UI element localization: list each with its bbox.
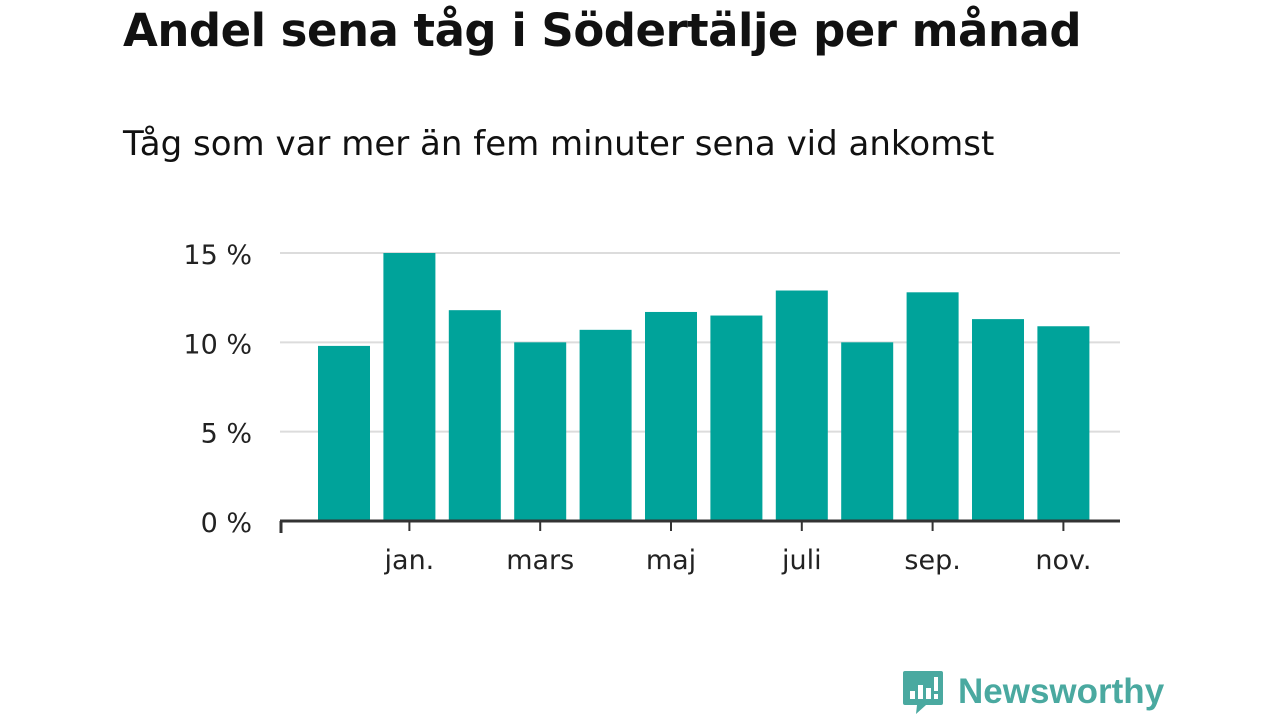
chart-subtitle: Tåg som var mer än fem minuter sena vid …: [123, 124, 995, 164]
bar: [514, 342, 567, 521]
x-tick-label: juli: [781, 545, 822, 576]
bar: [841, 342, 894, 521]
bar: [318, 345, 370, 521]
bar: [579, 329, 632, 521]
bar: [775, 290, 828, 521]
x-tick-label: maj: [646, 545, 696, 576]
x-tick-label: nov.: [1035, 545, 1091, 576]
bar: [383, 253, 436, 521]
bar: [972, 319, 1024, 521]
y-tick-label: 0 %: [201, 508, 252, 539]
brand-name: Newsworthy: [958, 672, 1165, 711]
bar: [906, 292, 959, 521]
bar: [710, 315, 763, 521]
bar: [448, 310, 501, 521]
x-tick-label: mars: [506, 545, 574, 576]
x-tick-label: jan.: [384, 545, 435, 576]
y-tick-label: 15 %: [183, 240, 252, 271]
y-tick-label: 10 %: [183, 329, 252, 360]
y-tick-label: 5 %: [201, 419, 252, 450]
bar: [1037, 326, 1090, 521]
bar: [645, 311, 697, 521]
x-tick-label: sep.: [904, 545, 960, 576]
newsworthy-logo-icon: [903, 671, 943, 714]
brand-footer: Newsworthy: [902, 668, 1164, 716]
chart-title: Andel sena tåg i Södertälje per månad: [123, 4, 1082, 57]
